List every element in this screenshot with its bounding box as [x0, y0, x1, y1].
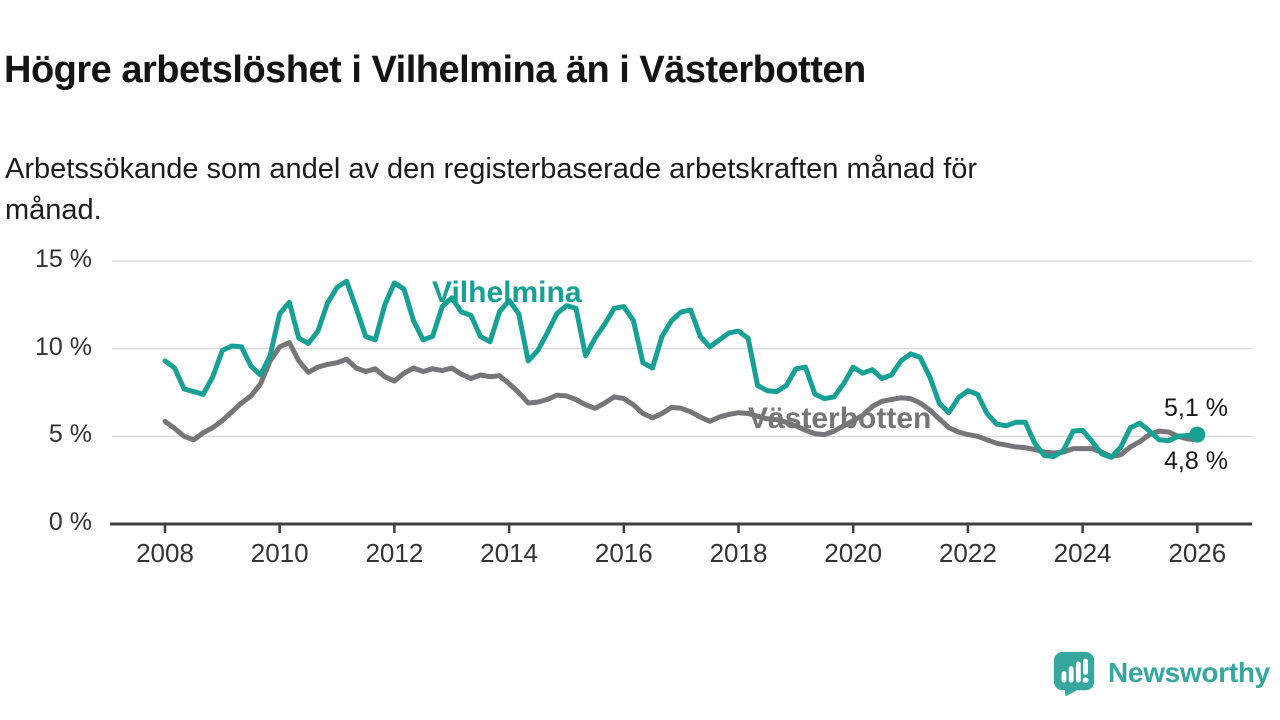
chart-subtitle: Arbetssökande som andel av den registerb…	[5, 149, 1205, 231]
x-tick-label: 2012	[365, 538, 424, 568]
chart-subtitle-line1: Arbetssökande som andel av den registerb…	[5, 153, 978, 185]
y-tick-label: 10 %	[35, 332, 92, 361]
newsworthy-logo-icon	[1053, 651, 1095, 696]
page-title: Högre arbetslöshet i Vilhelmina än i Väs…	[4, 49, 866, 92]
newsworthy-wordmark: Newsworthy	[1108, 657, 1270, 688]
x-tick-label: 2022	[938, 538, 997, 568]
logo-bar-small	[1061, 671, 1067, 683]
y-tick-label: 0 %	[48, 508, 92, 536]
x-tick-label: 2024	[1053, 538, 1112, 568]
latest-value-dot	[1189, 426, 1206, 443]
x-tick-label: 2020	[824, 538, 883, 568]
x-tick-label: 2016	[594, 538, 653, 568]
x-tick-label: 2014	[480, 538, 539, 568]
series-label-vasterbotten: Västerbotten	[748, 402, 932, 435]
end-value-label-vilhelmina: 5,1 %	[1164, 394, 1228, 422]
x-tick-label: 2010	[250, 538, 309, 568]
end-value-label-vasterbotten: 4,8 %	[1164, 447, 1228, 475]
chart-subtitle-line2: månad.	[5, 194, 102, 227]
logo-exclamation-dot	[1082, 677, 1089, 684]
series-label-vilhelmina: Vilhelmina	[432, 276, 582, 309]
logo-exclamation-bar	[1083, 658, 1088, 675]
newsworthy-branding: Newsworthy	[1052, 650, 1270, 696]
x-tick-label: 2026	[1168, 538, 1227, 568]
series-line-vilhelmina	[162, 278, 1200, 460]
x-tick-label: 2008	[136, 538, 194, 568]
logo-bubble	[1053, 651, 1095, 691]
logo-bubble-tail	[1064, 687, 1079, 696]
y-tick-label: 15 %	[35, 245, 92, 273]
x-tick-label: 2018	[709, 538, 768, 568]
logo-bar-medium	[1068, 666, 1074, 683]
series-line-västerbotten	[162, 340, 1200, 459]
y-tick-label: 5 %	[48, 420, 92, 449]
logo-bar-large	[1075, 661, 1081, 683]
